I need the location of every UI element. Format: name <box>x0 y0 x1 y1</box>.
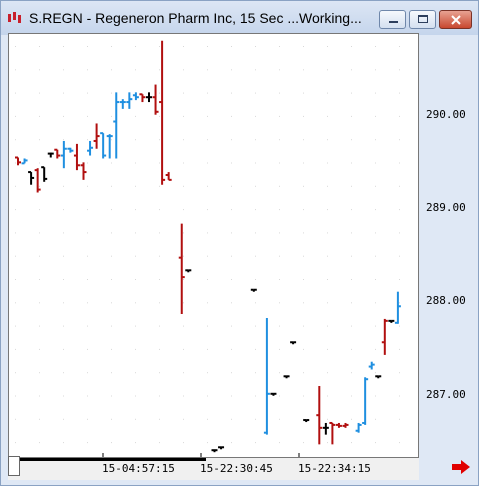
ohlc-bar <box>152 84 159 115</box>
ohlc-bar <box>218 446 225 450</box>
scroll-track[interactable] <box>20 458 206 461</box>
ohlc-bar <box>119 99 126 109</box>
ohlc-bar <box>132 92 139 101</box>
ohlc-bar <box>394 291 401 324</box>
ohlc-bar <box>263 317 270 435</box>
ohlc-bar <box>93 123 100 149</box>
ohlc-bar <box>303 419 310 423</box>
chart-plot-area[interactable] <box>8 33 419 458</box>
maximize-button[interactable] <box>409 10 436 29</box>
title-bar[interactable]: S.REGN - Regeneron Pharm Inc, 15 Sec ...… <box>1 1 478 35</box>
minimize-icon <box>389 21 398 23</box>
ohlc-bar <box>178 223 185 315</box>
ohlc-bar <box>87 140 94 156</box>
x-tick-label: 15-22:34:15 <box>298 462 371 475</box>
ohlc-bar <box>100 132 107 159</box>
ohlc-bar <box>381 318 388 355</box>
ohlc-bar <box>322 422 329 435</box>
ohlc-bar <box>21 158 28 165</box>
maximize-icon <box>418 15 428 23</box>
y-tick-label: 287.00 <box>426 388 466 401</box>
price-chart <box>15 40 401 457</box>
ohlc-bar <box>159 40 166 185</box>
y-tick-label: 288.00 <box>426 294 466 307</box>
ohlc-bar <box>329 421 336 445</box>
ohlc-bar <box>362 377 369 425</box>
ohlc-bar <box>165 172 172 181</box>
ohlc-bar <box>388 319 395 323</box>
ohlc-bar <box>146 92 152 103</box>
ohlc-bar <box>290 341 297 345</box>
y-tick-label: 290.00 <box>426 108 466 121</box>
ohlc-bar <box>60 140 67 169</box>
ohlc-bar <box>316 386 323 445</box>
ohlc-bar <box>283 375 290 379</box>
ohlc-bar <box>250 288 257 292</box>
ohlc-bar <box>211 449 218 453</box>
app-bars-icon <box>8 12 21 23</box>
window-title: S.REGN - Regeneron Pharm Inc, 15 Sec ...… <box>29 10 362 26</box>
grid-dots <box>15 46 400 444</box>
ohlc-bar <box>126 92 133 109</box>
ohlc-bar <box>185 269 192 273</box>
x-tick-label: 15-22:30:45 <box>200 462 273 475</box>
ohlc-bar <box>113 92 120 159</box>
y-tick-label: 289.00 <box>426 201 466 214</box>
time-axis: 15-04:57:15 15-22:30:45 15-22:34:15 <box>8 458 419 480</box>
ohlc-bar <box>139 93 146 103</box>
scroll-thumb[interactable] <box>8 456 20 476</box>
ohlc-bar <box>54 148 61 159</box>
ohlc-bar <box>34 168 41 193</box>
close-icon <box>451 15 461 25</box>
ohlc-bar <box>80 162 87 180</box>
ohlc-bar <box>342 422 349 428</box>
close-button[interactable] <box>439 10 472 29</box>
ohlc-bar <box>375 375 382 379</box>
ohlc-bar <box>270 392 277 396</box>
ohlc-bar <box>73 143 80 171</box>
ohlc-bar <box>15 156 21 166</box>
ohlc-bar <box>67 147 74 153</box>
x-tick-label: 15-04:57:15 <box>102 462 175 475</box>
ohlc-bar <box>335 422 342 428</box>
ohlc-bar <box>41 166 48 182</box>
minimize-button[interactable] <box>379 10 406 29</box>
scroll-right-arrow-icon[interactable] <box>452 460 470 474</box>
ohlc-bar <box>368 361 375 370</box>
ohlc-bar <box>28 171 35 185</box>
ohlc-bar <box>355 422 362 433</box>
ohlc-bar <box>47 152 54 158</box>
price-axis: 290.00 289.00 288.00 287.00 <box>420 33 478 458</box>
ohlc-bar <box>106 134 113 159</box>
